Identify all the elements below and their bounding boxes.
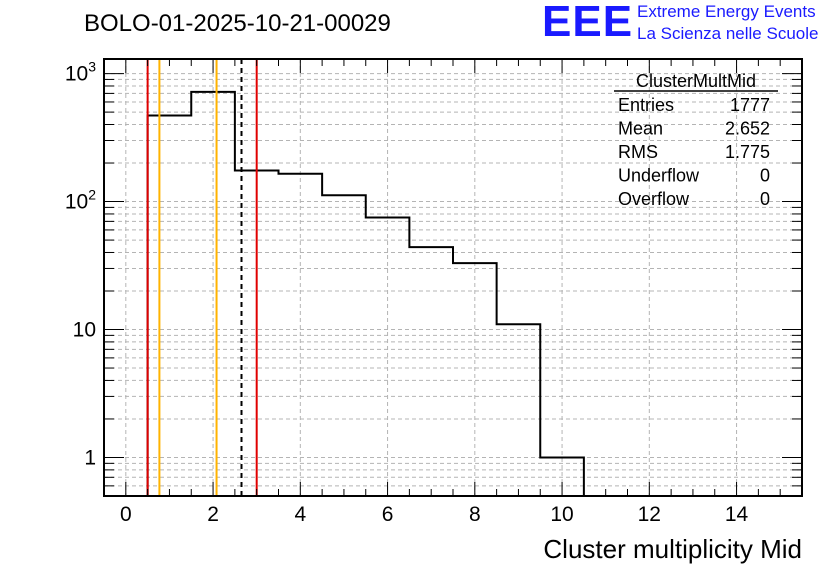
eee-logo: EEE: [542, 0, 634, 46]
histogram-bin: [191, 92, 235, 496]
stats-value: 0: [760, 166, 770, 186]
x-tick-label: 14: [725, 503, 749, 526]
plot-title: BOLO-01-2025-10-21-00029: [84, 10, 391, 37]
x-tick-label: 8: [469, 503, 481, 526]
histogram-bin: [148, 116, 192, 496]
stats-label: Underflow: [618, 166, 700, 186]
histogram-bin: [279, 174, 323, 496]
histogram-bin: [497, 324, 541, 496]
histogram-bin: [366, 218, 410, 496]
stats-value: 1777: [730, 95, 770, 115]
histogram-bars: [146, 90, 585, 496]
histogram-bin: [322, 195, 366, 496]
stats-title: ClusterMultMid: [636, 71, 756, 91]
stats-value: 2.652: [725, 119, 770, 139]
stats-label: Entries: [618, 95, 674, 115]
stats-value: 1.775: [725, 142, 770, 162]
stats-box: ClusterMultMid Entries 1777 Mean 2.652 RMS 1.7…: [614, 71, 778, 209]
x-tick-label: 2: [207, 503, 219, 526]
x-tick-label: 0: [120, 503, 132, 526]
histogram-outline: [146, 90, 585, 496]
y-tick-label: 102: [65, 187, 96, 214]
x-tick-label: 6: [382, 503, 394, 526]
stats-label: Mean: [618, 119, 663, 139]
stats-label: RMS: [618, 142, 658, 162]
x-tick-label: 12: [638, 503, 661, 526]
logo-subtitle-1: Extreme Energy Events: [637, 2, 816, 21]
x-tick-label: 4: [294, 503, 306, 526]
logo-subtitle-2: La Scienza nelle Scuole: [637, 24, 819, 43]
y-tick-label: 10: [73, 319, 96, 342]
x-tick-label: 10: [550, 503, 573, 526]
axes: 0 2 4 6 8 10 12 14 1 10 102 103: [65, 58, 803, 526]
x-axis-label: Cluster multiplicity Mid: [543, 534, 802, 564]
histogram-bin: [409, 247, 453, 496]
y-tick-label: 1: [84, 446, 96, 469]
y-tick-label: 103: [65, 59, 96, 86]
histogram-bin: [453, 263, 497, 496]
stats-label: Overflow: [618, 189, 690, 209]
marker-lines: [146, 59, 258, 496]
stats-value: 0: [760, 189, 770, 209]
